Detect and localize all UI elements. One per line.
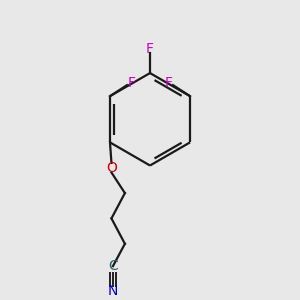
Text: F: F (165, 76, 172, 90)
Text: N: N (108, 284, 118, 298)
Text: O: O (106, 161, 117, 175)
Text: F: F (146, 42, 154, 56)
Text: C: C (108, 259, 118, 273)
Text: F: F (128, 76, 135, 90)
